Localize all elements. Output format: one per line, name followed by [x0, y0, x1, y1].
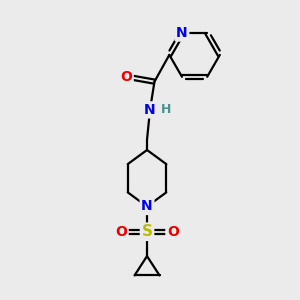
- Text: H: H: [161, 103, 172, 116]
- Text: N: N: [176, 26, 188, 40]
- Text: N: N: [144, 103, 156, 117]
- Text: N: N: [141, 200, 153, 214]
- Text: S: S: [142, 224, 152, 239]
- Text: O: O: [120, 70, 132, 84]
- Text: O: O: [115, 225, 127, 239]
- Text: O: O: [167, 225, 179, 239]
